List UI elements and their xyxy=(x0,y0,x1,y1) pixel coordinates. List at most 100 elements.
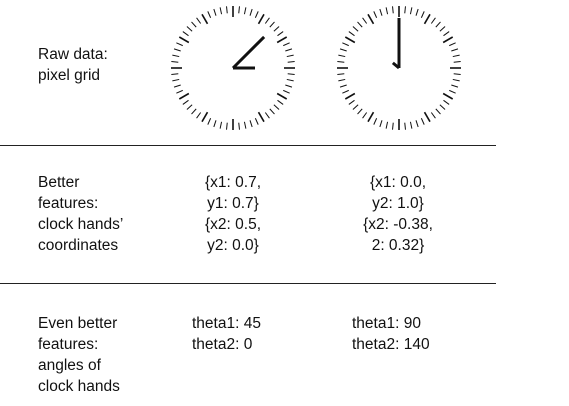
clock-tick xyxy=(226,6,228,14)
divider-1 xyxy=(0,145,496,146)
clock-tick xyxy=(338,54,346,58)
clock-tick xyxy=(269,108,275,115)
clock-tick xyxy=(172,54,180,58)
clock-tick xyxy=(257,13,265,25)
clock-tick xyxy=(283,89,290,94)
clock-tick xyxy=(449,42,456,47)
clock-tick xyxy=(352,104,359,110)
clock-tick xyxy=(238,6,240,14)
clock-tick xyxy=(191,21,197,28)
divider-2 xyxy=(0,283,496,284)
clock-tick xyxy=(249,120,253,128)
clock-icon-1 xyxy=(171,6,295,130)
clock-tick xyxy=(430,112,436,119)
clock1-angles: theta1: 45 theta2: 0 xyxy=(192,315,261,353)
clock-tick xyxy=(182,31,189,37)
clock-tick xyxy=(373,118,378,125)
clock-tick xyxy=(196,112,202,119)
clock-tick xyxy=(219,7,223,15)
clock-hand-2 xyxy=(391,61,400,70)
clock-tick xyxy=(337,61,345,63)
clock-tick xyxy=(286,78,294,82)
clock-tick xyxy=(453,73,461,75)
clock-tick xyxy=(451,48,459,52)
clock-tick xyxy=(442,36,454,44)
clock-tick xyxy=(439,26,446,32)
clock-tick xyxy=(352,26,359,32)
clock-tick xyxy=(213,120,217,128)
clock-tick xyxy=(171,61,179,63)
row-label-raw-data: Raw data: pixel grid xyxy=(38,46,108,84)
clock-tick xyxy=(254,11,259,18)
clock-tick xyxy=(420,11,425,18)
clock-tick xyxy=(201,111,209,123)
clock-tick xyxy=(357,108,363,115)
clock-tick xyxy=(348,99,355,105)
clock-tick xyxy=(249,8,253,16)
row-label-angles: Even better features: angles of clock ha… xyxy=(38,315,120,395)
clock-tick xyxy=(238,122,240,130)
clock-tick xyxy=(264,112,270,119)
clock-tick xyxy=(442,92,454,100)
clock-tick xyxy=(392,122,394,130)
clock-tick xyxy=(451,84,459,88)
clock-tick xyxy=(423,13,431,25)
clock-tick xyxy=(171,73,179,75)
clock-tick xyxy=(430,17,436,24)
clock-tick xyxy=(344,36,356,44)
clock2-coordinates: {x1: 0.0, y2: 1.0} {x2: -0.38, 2: 0.32} xyxy=(363,174,433,254)
clock-tick xyxy=(176,42,183,47)
clock-tick xyxy=(287,61,295,63)
clock-tick xyxy=(276,92,288,100)
clock-tick xyxy=(207,11,212,18)
clock-hand-1 xyxy=(231,35,266,70)
clock-tick xyxy=(452,54,460,58)
clock-tick xyxy=(409,121,413,129)
clock-tick xyxy=(172,78,180,82)
clock-tick xyxy=(264,17,270,24)
clock-tick xyxy=(392,6,394,14)
clock-tick xyxy=(196,17,202,24)
clock-tick xyxy=(452,78,460,82)
clock-tick xyxy=(439,104,446,110)
clock-tick xyxy=(243,121,247,129)
clock-tick xyxy=(453,61,461,63)
clock-tick xyxy=(173,84,181,88)
clock-tick xyxy=(286,54,294,58)
clock-tick xyxy=(276,36,288,44)
clock-tick xyxy=(207,118,212,125)
clock-tick xyxy=(186,104,193,110)
clock-tick xyxy=(379,8,383,16)
clock-tick xyxy=(277,31,284,37)
clock-tick xyxy=(173,48,181,52)
clock-tick xyxy=(191,108,197,115)
clock-tick xyxy=(339,48,347,52)
clock-tick xyxy=(285,84,293,88)
clock-tick xyxy=(367,111,375,123)
clock-tick xyxy=(176,89,183,94)
clock-tick xyxy=(348,31,355,37)
clock-tick xyxy=(443,31,450,37)
clock-tick xyxy=(423,111,431,123)
clock-tick xyxy=(435,108,441,115)
row-label-coordinates: Better features: clock hands’ coordinate… xyxy=(38,174,124,254)
clock-tick xyxy=(420,118,425,125)
clock-tick xyxy=(277,99,284,105)
clock-tick xyxy=(344,92,356,100)
clock-tick xyxy=(385,121,389,129)
clock1-coordinates: {x1: 0.7, y1: 0.7} {x2: 0.5, y2: 0.0} xyxy=(204,174,261,254)
clock-tick xyxy=(178,36,190,44)
clock-tick xyxy=(342,42,349,47)
clock-tick xyxy=(273,26,280,32)
clock-tick xyxy=(415,8,419,16)
clock-tick xyxy=(339,84,347,88)
clock-tick xyxy=(373,11,378,18)
clock-tick xyxy=(213,8,217,16)
clock-tick xyxy=(273,104,280,110)
clock-tick xyxy=(338,78,346,82)
clock-tick xyxy=(409,7,413,15)
clock-tick xyxy=(362,112,368,119)
clock-tick xyxy=(435,21,441,28)
clock-tick xyxy=(362,17,368,24)
clock-tick xyxy=(178,92,190,100)
